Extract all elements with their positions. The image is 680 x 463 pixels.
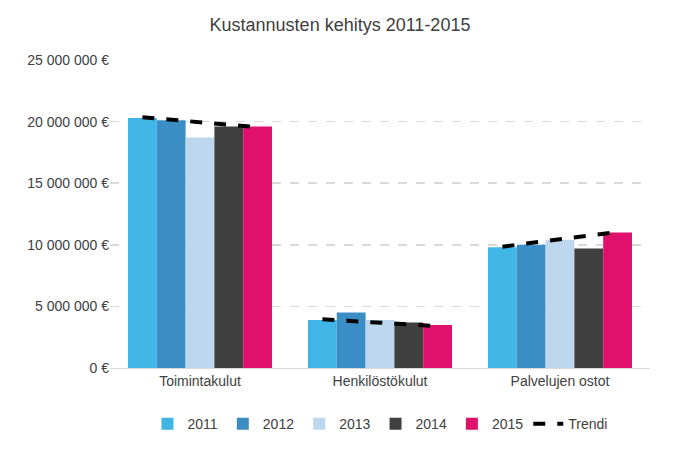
svg-text:15 000 000 €: 15 000 000 € [27,175,109,191]
svg-text:0 €: 0 € [90,360,110,376]
svg-text:10 000 000 €: 10 000 000 € [27,237,109,253]
svg-text:25 000 000 €: 25 000 000 € [27,52,109,68]
svg-text:2012: 2012 [263,416,294,432]
svg-text:Kustannusten kehitys 2011-2015: Kustannusten kehitys 2011-2015 [210,15,471,35]
svg-text:Palvelujen ostot: Palvelujen ostot [511,373,610,389]
svg-text:2013: 2013 [339,416,370,432]
svg-text:20 000 000 €: 20 000 000 € [27,114,109,130]
svg-text:2014: 2014 [416,416,447,432]
svg-text:Henkilöstökulut: Henkilöstökulut [333,373,428,389]
svg-text:Trendi: Trendi [568,416,607,432]
svg-text:2011: 2011 [188,416,218,432]
svg-text:2015: 2015 [492,416,523,432]
svg-text:5 000 000 €: 5 000 000 € [35,298,109,314]
svg-text:Toimintakulut: Toimintakulut [159,373,241,389]
